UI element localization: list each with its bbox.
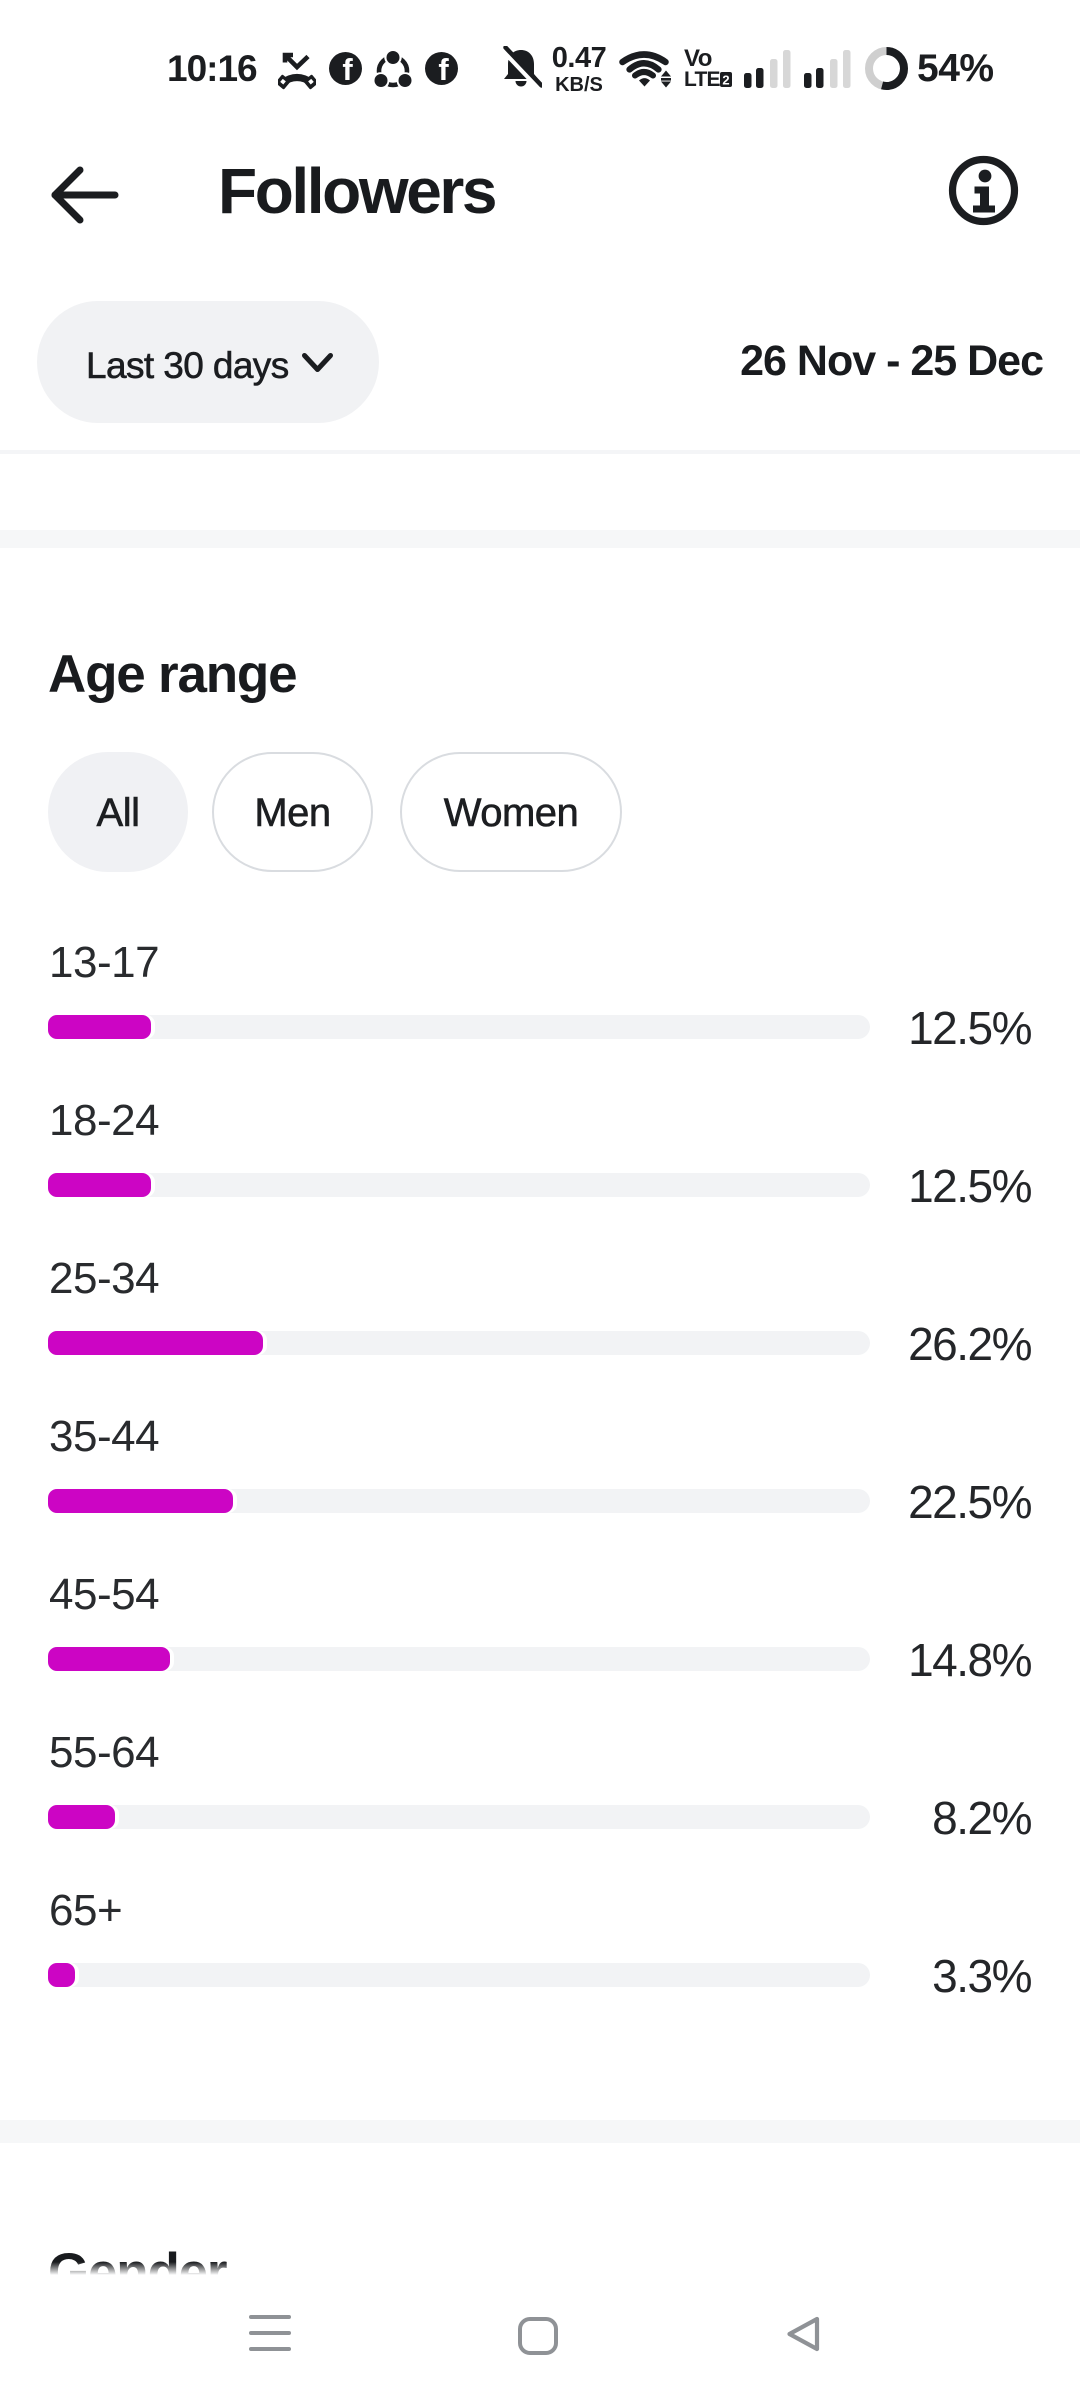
svg-text:f: f xyxy=(342,52,353,85)
svg-text:f: f xyxy=(438,52,449,85)
svg-text:2: 2 xyxy=(722,73,729,88)
